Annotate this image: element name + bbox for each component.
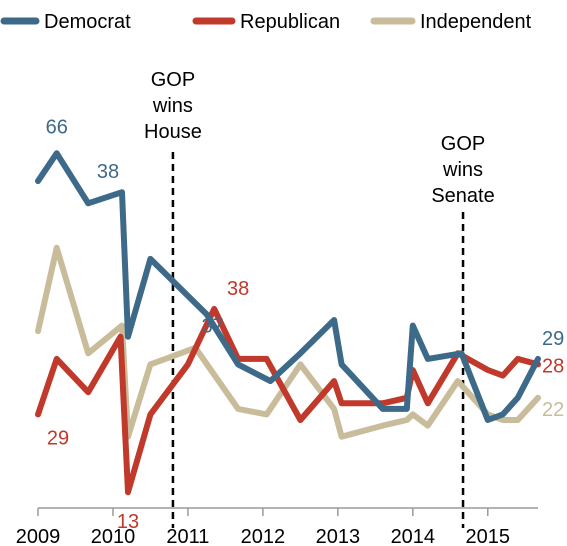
- data-label-republican-13: 13: [117, 511, 139, 533]
- legend-label-democrat: Democrat: [44, 11, 131, 33]
- legend-label-independent: Independent: [420, 11, 532, 33]
- legend-label-republican: Republican: [240, 11, 340, 33]
- data-label-independent-22: 22: [542, 399, 564, 421]
- event-label-1-line-2: wins: [152, 95, 193, 117]
- data-label-democrat-66: 66: [46, 116, 68, 138]
- data-label-democrat-37: 37: [202, 315, 224, 337]
- event-label-2-line-1: GOP: [441, 133, 485, 155]
- data-label-republican-38: 38: [227, 278, 249, 300]
- event-label-2-line-2: wins: [442, 159, 483, 181]
- legend: Democrat Republican Independent: [0, 11, 532, 33]
- series-line-republican: [35, 305, 541, 496]
- event-label-1-line-3: House: [144, 121, 202, 143]
- x-tick-label-2015: 2015: [466, 526, 511, 546]
- data-label-democrat-29: 29: [542, 328, 564, 350]
- event-label-2-line-3: Senate: [431, 185, 494, 207]
- series-line-democrat: [35, 150, 541, 423]
- series-lines: [35, 150, 541, 496]
- x-tick-label-2010: 2010: [91, 526, 136, 546]
- x-tick-label-2012: 2012: [241, 526, 286, 546]
- annotations: GOP wins House GOP wins Senate: [144, 69, 495, 528]
- x-tick-label-2014: 2014: [391, 526, 436, 546]
- x-tick-label-2013: 2013: [316, 526, 361, 546]
- data-label-republican-28: 28: [542, 355, 564, 377]
- x-tick-label-2009: 2009: [16, 526, 61, 546]
- event-label-1-line-1: GOP: [151, 69, 195, 91]
- x-tick-label-2011: 2011: [166, 526, 209, 546]
- data-label-republican-29: 29: [47, 427, 69, 449]
- x-axis: 2009 2010 2011 2012 2013 2014 2015: [16, 507, 538, 546]
- data-label-democrat-38: 38: [97, 161, 119, 183]
